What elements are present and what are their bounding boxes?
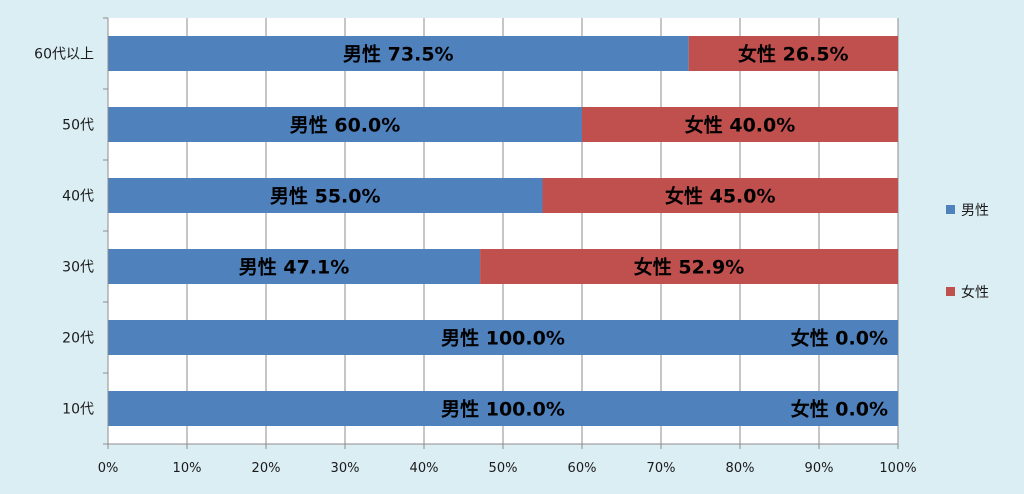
x-tick-label: 80% (726, 461, 755, 476)
bar-segment-male (108, 320, 898, 355)
axes: 0% 10% 20% 30% 40% 50% 60% 70% 80% 90% 100% 60代以上 50… (34, 17, 917, 476)
bar-segment-female (688, 36, 898, 71)
bars (108, 36, 898, 426)
bar-segment-male (108, 107, 582, 142)
x-tick-label: 10% (173, 461, 202, 476)
bar-segment-male (108, 36, 689, 71)
bar-segment-male (108, 391, 898, 426)
data-label-male: 男性 47.1% (239, 256, 350, 279)
x-tick-label: 60% (568, 461, 597, 476)
grid-lines (107, 18, 899, 444)
data-label-male: 男性 60.0% (290, 114, 401, 137)
x-tick-label: 20% (252, 461, 281, 476)
category-label: 10代 (62, 402, 94, 418)
data-labels: 男性 73.5% 女性 26.5% 男性 60.0% 女性 40.0% 男性 55.0%… (239, 43, 888, 421)
x-tick-label: 0% (98, 461, 119, 476)
category-label: 50代 (62, 118, 94, 134)
bar-segment-female (582, 107, 898, 142)
data-label-female: 女性 0.0% (791, 327, 888, 350)
data-label-male: 男性 55.0% (270, 185, 381, 208)
data-label-female: 女性 40.0% (685, 114, 796, 137)
data-label-female: 女性 26.5% (738, 43, 849, 66)
category-label: 40代 (62, 189, 94, 205)
data-label-male: 男性 100.0% (441, 327, 565, 350)
legend-label-female: 女性 (961, 284, 989, 301)
bar-segment-male (108, 249, 481, 284)
data-label-female: 女性 0.0% (791, 398, 888, 421)
category-label: 30代 (62, 260, 94, 276)
x-tick-label: 100% (879, 461, 916, 476)
category-label: 20代 (62, 331, 94, 347)
bar-segment-male (108, 178, 543, 213)
bar-segment-female (542, 178, 898, 213)
legend-swatch-male (946, 205, 955, 214)
x-tick-label: 90% (805, 461, 834, 476)
legend-label-male: 男性 (961, 203, 989, 219)
data-label-female: 女性 52.9% (634, 256, 745, 279)
bar-segment-female (480, 249, 898, 284)
x-tick-label: 40% (410, 461, 439, 476)
x-tick-label: 70% (647, 461, 676, 476)
category-label: 60代以上 (34, 47, 94, 63)
data-label-female: 女性 45.0% (665, 185, 776, 208)
data-label-male: 男性 100.0% (441, 398, 565, 421)
x-tick-label: 30% (331, 461, 360, 476)
data-label-male: 男性 73.5% (343, 43, 454, 66)
x-tick-label: 50% (489, 461, 518, 476)
legend-swatch-female (946, 287, 955, 296)
